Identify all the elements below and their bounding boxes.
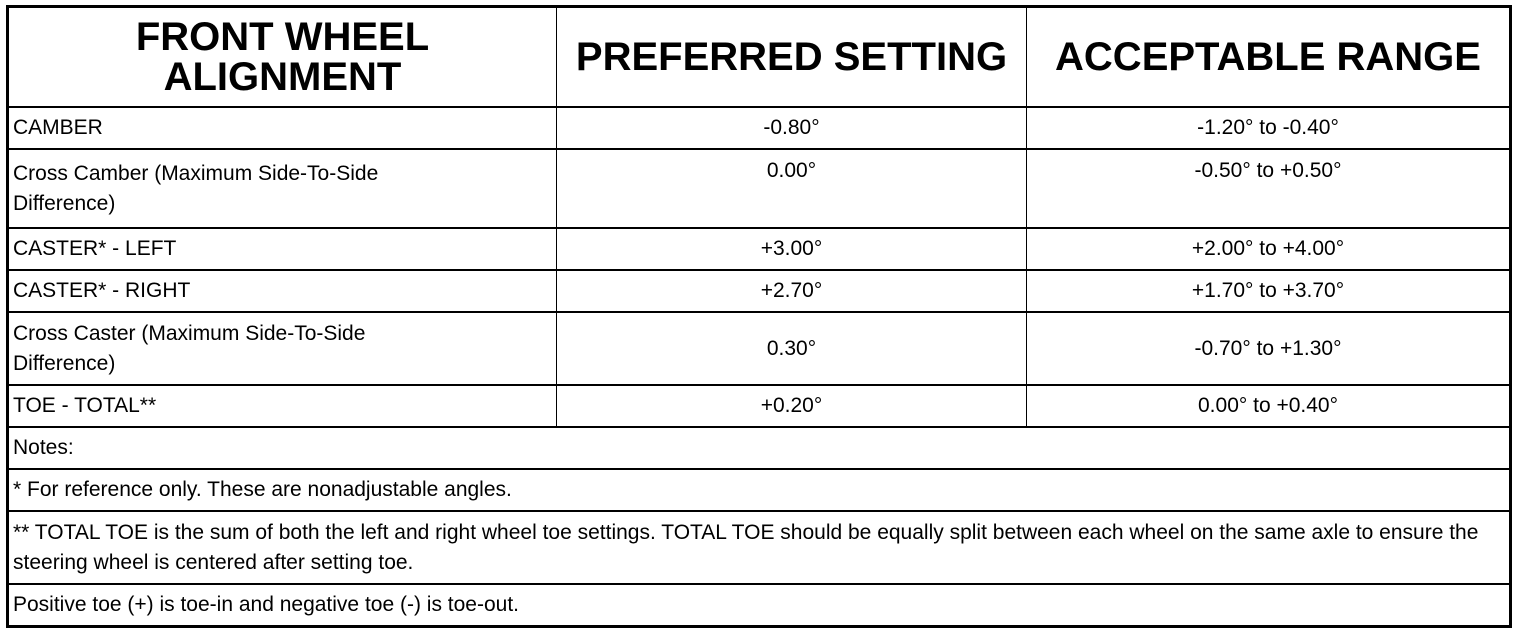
note-toe-sign: Positive toe (+) is toe-in and negative … [7, 583, 1511, 628]
header-alignment: FRONT WHEEL ALIGNMENT [7, 5, 557, 108]
front-wheel-alignment-table: FRONT WHEEL ALIGNMENT PREFERRED SETTING … [6, 5, 1512, 628]
table-row: CASTER* - LEFT +3.00° +2.00° to +4.00° [7, 227, 1511, 271]
range-value: -0.50° to +0.50° [1026, 148, 1511, 229]
header-preferred-setting: PREFERRED SETTING [556, 5, 1027, 108]
table-row: CASTER* - RIGHT +2.70° +1.70° to +3.70° [7, 269, 1511, 313]
table-row: TOE - TOTAL** +0.20° 0.00° to +0.40° [7, 384, 1511, 428]
table-row: CAMBER -0.80° -1.20° to -0.40° [7, 106, 1511, 150]
row-label: TOE - TOTAL** [7, 384, 557, 428]
table-row: Cross Caster (Maximum Side-To-Side Diffe… [7, 311, 1511, 386]
note-reference-only: * For reference only. These are nonadjus… [7, 468, 1511, 512]
notes-row: Notes: [7, 426, 1511, 470]
notes-row: ** TOTAL TOE is the sum of both the left… [7, 510, 1511, 585]
range-value: +2.00° to +4.00° [1026, 227, 1511, 271]
notes-heading: Notes: [7, 426, 1511, 470]
row-label: CASTER* - LEFT [7, 227, 557, 271]
range-value: -1.20° to -0.40° [1026, 106, 1511, 150]
notes-row: Positive toe (+) is toe-in and negative … [7, 583, 1511, 628]
header-row: FRONT WHEEL ALIGNMENT PREFERRED SETTING … [7, 5, 1511, 108]
preferred-value: -0.80° [556, 106, 1027, 150]
preferred-value: +0.20° [556, 384, 1027, 428]
table-row: Cross Camber (Maximum Side-To-Side Diffe… [7, 148, 1511, 229]
range-value: -0.70° to +1.30° [1026, 311, 1511, 386]
row-label: CASTER* - RIGHT [7, 269, 557, 313]
range-value: 0.00° to +0.40° [1026, 384, 1511, 428]
row-label: CAMBER [7, 106, 557, 150]
note-total-toe: ** TOTAL TOE is the sum of both the left… [7, 510, 1511, 585]
notes-row: * For reference only. These are nonadjus… [7, 468, 1511, 512]
range-value: +1.70° to +3.70° [1026, 269, 1511, 313]
row-label: Cross Caster (Maximum Side-To-Side Diffe… [7, 311, 557, 386]
preferred-value: +2.70° [556, 269, 1027, 313]
header-acceptable-range: ACCEPTABLE RANGE [1026, 5, 1511, 108]
preferred-value: 0.00° [556, 148, 1027, 229]
preferred-value: +3.00° [556, 227, 1027, 271]
row-label: Cross Camber (Maximum Side-To-Side Diffe… [7, 148, 557, 229]
preferred-value: 0.30° [556, 311, 1027, 386]
